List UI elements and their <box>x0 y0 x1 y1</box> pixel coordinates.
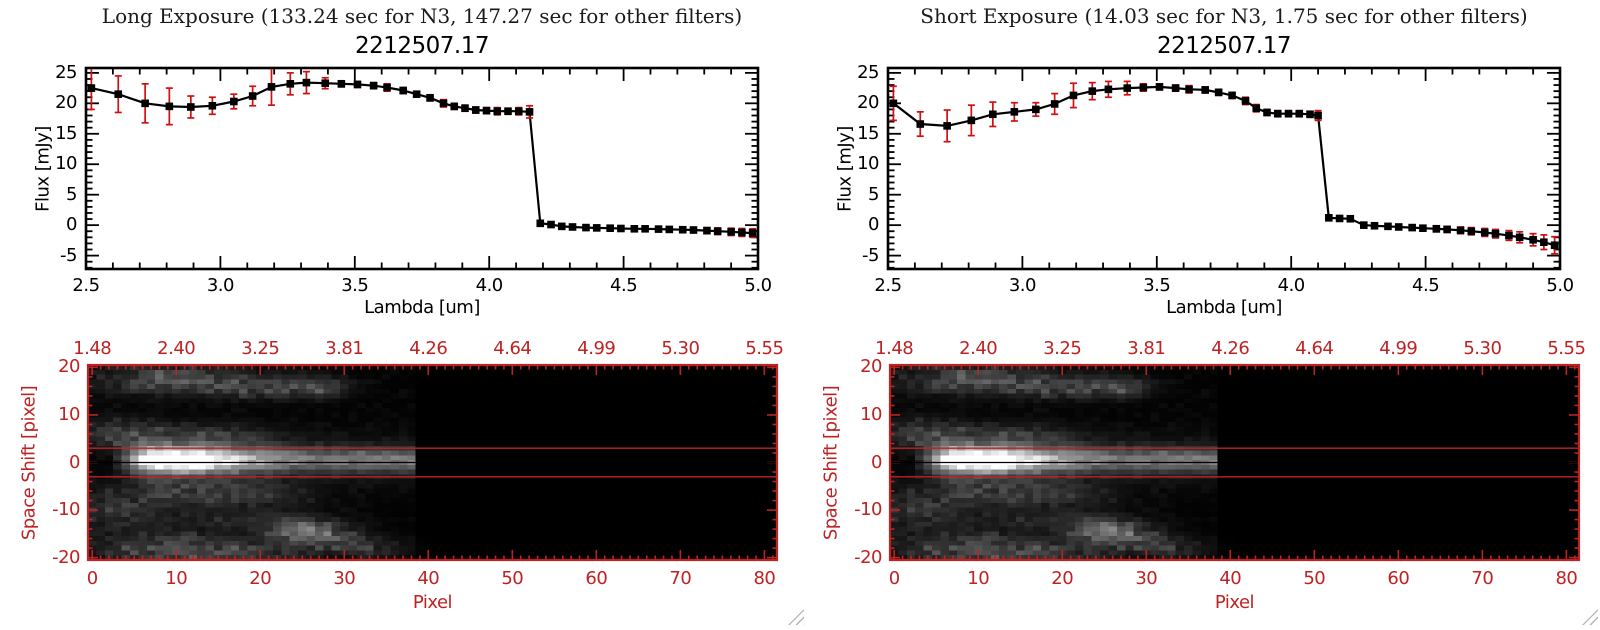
image-axis-tick-label: 3.81 <box>325 338 364 359</box>
image-axis-tick-label: 20 <box>58 356 80 378</box>
image-axis-tick-label: 4.26 <box>409 338 448 359</box>
image-axis-tick-label: 4.26 <box>1211 338 1250 359</box>
spectrum-axis-tick-label: -5 <box>60 244 77 266</box>
image-axis-tick-label: 70 <box>1471 568 1494 589</box>
image-axis-tick-label: 3.81 <box>1127 338 1166 359</box>
spectral-image-short <box>890 365 1579 560</box>
spectrum-data <box>87 69 757 239</box>
spectrum-axis-tick-label: 3.5 <box>341 275 369 296</box>
image-axis-tick-label: 0 <box>69 451 80 473</box>
image-axis-tick-label: -10 <box>854 499 882 521</box>
image-axis-tick-label: 5.55 <box>745 338 784 359</box>
error-bars <box>889 80 1559 255</box>
image-axis-tick-label: 60 <box>585 568 608 589</box>
spectrum-axis-tick-label: 5 <box>868 183 879 205</box>
spectrum-axis-tick-label: 25 <box>857 61 879 83</box>
image-xaxis-label-short: Pixel <box>1214 592 1255 613</box>
image-axis-tick-label: 4.99 <box>577 338 616 359</box>
plot-title-short: 2212507.17 <box>1156 33 1292 59</box>
image-axis-tick-label: 10 <box>967 568 990 589</box>
spectrum-frame <box>84 66 760 271</box>
image-axis-tick-label: 4.64 <box>1295 338 1334 359</box>
image-axis-tick-label: 4.99 <box>1379 338 1418 359</box>
flux-line <box>91 81 753 235</box>
image-axis-tick-label: 2.40 <box>157 338 196 359</box>
data-markers <box>87 78 757 237</box>
image-axis-tick-label: 0 <box>871 451 882 473</box>
spectrum-axis-tick-label: 20 <box>857 92 879 114</box>
image-axis-tick-label: 0 <box>888 568 900 589</box>
image-axis-tick-label: 60 <box>1387 568 1410 589</box>
spectrum-xaxis-label-short: Lambda [um] <box>1166 297 1282 318</box>
spectrum-axis-tick-label: 2.5 <box>72 275 100 296</box>
spectrum-axis-tick-label: 4.5 <box>1412 275 1440 296</box>
spectrum-axis-tick-label: 5.0 <box>744 275 772 296</box>
image-axis-tick-label: 40 <box>1219 568 1242 589</box>
panel-header-long: Long Exposure (133.24 sec for N3, 147.27… <box>101 4 743 28</box>
image-axis-tick-label: 20 <box>860 356 882 378</box>
image-axis-tick-label: 10 <box>58 403 80 425</box>
spectrum-axis-tick-label: 15 <box>857 122 879 144</box>
spectrum-axis-tick-label: 15 <box>55 122 77 144</box>
resize-grip-left-window[interactable] <box>788 609 804 625</box>
spectrum-axis-tick-label: 10 <box>55 153 77 175</box>
spectral-image-long <box>88 365 777 560</box>
flux-line <box>892 85 1555 247</box>
spectrum-axis-tick-label: 5 <box>66 183 77 205</box>
data-markers <box>889 83 1559 250</box>
image-axis-tick-label: 40 <box>417 568 440 589</box>
spectrum-frame <box>886 66 1562 271</box>
image-axis-tick-label: 80 <box>1555 568 1578 589</box>
spectrum-axis-tick-label: 0 <box>66 214 77 236</box>
spectrum-axis-tick-label: 3.0 <box>1008 275 1037 296</box>
image-axis-tick-label: 70 <box>669 568 692 589</box>
image-axis-tick-label: 1.48 <box>875 338 914 359</box>
image-axis-tick-label: 5.30 <box>661 338 700 359</box>
image-axis-tick-label: 2.40 <box>959 338 998 359</box>
image-axis-tick-label: 0 <box>86 568 98 589</box>
panel-header-short: Short Exposure (14.03 sec for N3, 1.75 s… <box>920 4 1528 28</box>
spectrum-axis-tick-label: 4.0 <box>1277 275 1306 296</box>
image-axis-tick-label: 10 <box>165 568 188 589</box>
image-axis-tick-label: -10 <box>52 499 80 521</box>
image-axis-tick-label: 80 <box>753 568 776 589</box>
image-axis-tick-label: 10 <box>860 403 882 425</box>
image-axis-tick-label: 30 <box>1135 568 1158 589</box>
image-axis-tick-label: 3.25 <box>241 338 280 359</box>
image-axis-tick-label: 50 <box>1303 568 1326 589</box>
spectrum-axis-tick-label: 4.5 <box>610 275 638 296</box>
image-axis-tick-label: 20 <box>1051 568 1074 589</box>
image-axis-tick-label: 4.64 <box>493 338 532 359</box>
spectrum-axis-tick-label: 2.5 <box>874 275 902 296</box>
spectrum-xaxis-label-long: Lambda [um] <box>364 297 480 318</box>
resize-grip-right-window[interactable] <box>1582 609 1598 625</box>
spectrum-plot <box>84 66 760 271</box>
image-axis-tick-label: 5.30 <box>1463 338 1502 359</box>
spectrum-data <box>889 80 1559 255</box>
image-axis-tick-label: 30 <box>333 568 356 589</box>
spectrum-axis-tick-label: 4.0 <box>475 275 504 296</box>
image-axis-tick-label: 50 <box>501 568 524 589</box>
spectrum-axis-tick-label: 10 <box>857 153 879 175</box>
spectrum-plot <box>886 66 1562 271</box>
spectrum-axis-tick-label: 3.5 <box>1143 275 1171 296</box>
plot-title-long: 2212507.17 <box>354 33 490 59</box>
spectrum-axis-tick-label: -5 <box>862 244 879 266</box>
spectrum-ticks <box>887 68 1561 269</box>
spectrum-axis-tick-label: 3.0 <box>206 275 235 296</box>
image-axis-tick-label: 3.25 <box>1043 338 1082 359</box>
image-axis-tick-label: -20 <box>52 546 80 568</box>
spectrum-axis-tick-label: 0 <box>868 214 879 236</box>
spectrum-ticks <box>85 68 759 269</box>
image-axis-tick-label: 5.55 <box>1547 338 1586 359</box>
spectrum-axis-tick-label: 5.0 <box>1546 275 1574 296</box>
image-axis-tick-label: 1.48 <box>73 338 112 359</box>
image-axis-tick-label: 20 <box>249 568 272 589</box>
spectrum-axis-tick-label: 25 <box>55 61 77 83</box>
spectrum-axis-tick-label: 20 <box>55 92 77 114</box>
image-xaxis-label-long: Pixel <box>412 592 453 613</box>
error-bars <box>87 69 757 239</box>
image-axis-tick-label: -20 <box>854 546 882 568</box>
